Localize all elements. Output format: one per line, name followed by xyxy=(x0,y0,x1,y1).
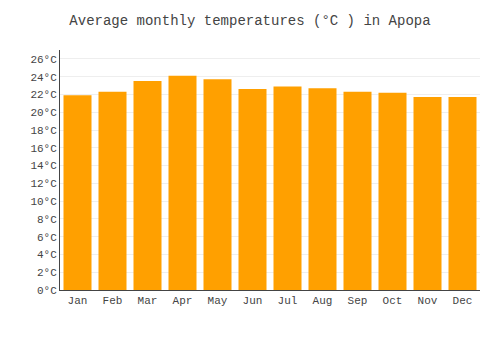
svg-text:16°C: 16°C xyxy=(30,143,57,155)
svg-text:10°C: 10°C xyxy=(30,196,57,208)
svg-text:24°C: 24°C xyxy=(30,72,57,84)
svg-text:4°C: 4°C xyxy=(37,249,57,261)
svg-text:May: May xyxy=(208,295,228,307)
svg-text:Nov: Nov xyxy=(418,295,438,307)
svg-text:12°C: 12°C xyxy=(30,178,57,190)
svg-text:2°C: 2°C xyxy=(37,267,57,279)
svg-text:Mar: Mar xyxy=(138,295,158,307)
svg-text:Dec: Dec xyxy=(453,295,473,307)
svg-text:Average monthly temperatures (: Average monthly temperatures (°C ) in Ap… xyxy=(69,13,430,29)
svg-text:Apr: Apr xyxy=(173,295,193,307)
svg-text:Sep: Sep xyxy=(348,295,368,307)
svg-text:Jan: Jan xyxy=(68,295,88,307)
svg-text:18°C: 18°C xyxy=(30,125,57,137)
svg-text:8°C: 8°C xyxy=(37,214,57,226)
svg-text:20°C: 20°C xyxy=(30,107,57,119)
svg-text:14°C: 14°C xyxy=(30,160,57,172)
svg-text:Feb: Feb xyxy=(103,295,123,307)
svg-text:22°C: 22°C xyxy=(30,89,57,101)
svg-text:6°C: 6°C xyxy=(37,232,57,244)
svg-text:0°C: 0°C xyxy=(37,285,57,297)
svg-text:Aug: Aug xyxy=(313,295,333,307)
svg-text:Jul: Jul xyxy=(278,295,298,307)
svg-text:Jun: Jun xyxy=(243,295,263,307)
svg-text:26°C: 26°C xyxy=(30,54,57,66)
svg-text:Oct: Oct xyxy=(383,295,403,307)
